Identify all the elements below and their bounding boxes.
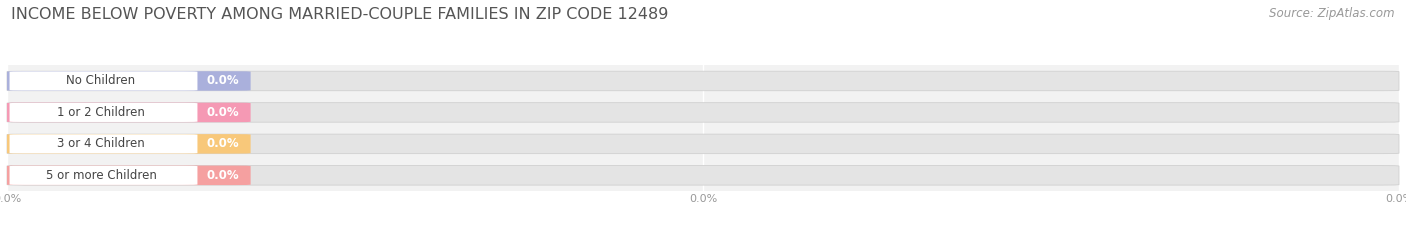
Text: INCOME BELOW POVERTY AMONG MARRIED-COUPLE FAMILIES IN ZIP CODE 12489: INCOME BELOW POVERTY AMONG MARRIED-COUPL… <box>11 7 669 22</box>
FancyBboxPatch shape <box>10 134 197 154</box>
FancyBboxPatch shape <box>10 103 197 122</box>
FancyBboxPatch shape <box>7 166 250 185</box>
Text: 0.0%: 0.0% <box>207 106 239 119</box>
Text: 0.0%: 0.0% <box>207 75 239 87</box>
FancyBboxPatch shape <box>7 103 250 122</box>
Text: No Children: No Children <box>66 75 135 87</box>
FancyBboxPatch shape <box>7 103 1399 122</box>
Text: 0.0%: 0.0% <box>207 169 239 182</box>
Text: 3 or 4 Children: 3 or 4 Children <box>58 137 145 150</box>
FancyBboxPatch shape <box>7 166 1399 185</box>
FancyBboxPatch shape <box>10 71 197 91</box>
FancyBboxPatch shape <box>7 71 1399 91</box>
Text: 1 or 2 Children: 1 or 2 Children <box>58 106 145 119</box>
Text: 5 or more Children: 5 or more Children <box>45 169 156 182</box>
FancyBboxPatch shape <box>7 134 1399 154</box>
FancyBboxPatch shape <box>7 71 250 91</box>
FancyBboxPatch shape <box>7 134 250 154</box>
Text: Source: ZipAtlas.com: Source: ZipAtlas.com <box>1270 7 1395 20</box>
Text: 0.0%: 0.0% <box>207 137 239 150</box>
FancyBboxPatch shape <box>10 166 197 185</box>
